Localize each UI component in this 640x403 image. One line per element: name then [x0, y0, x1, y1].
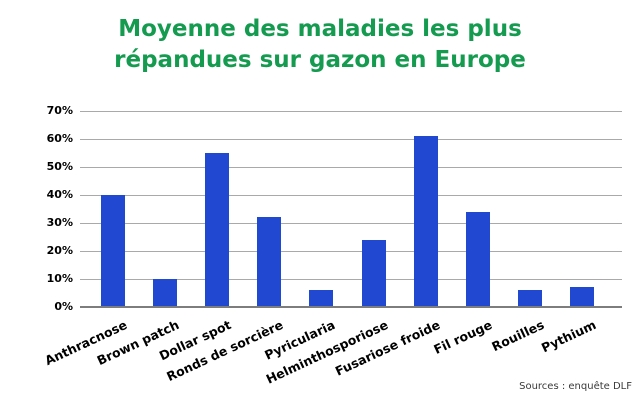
- bar: [205, 153, 230, 307]
- y-tick-label: 30%: [46, 215, 73, 229]
- bar: [101, 195, 126, 307]
- bar: [257, 217, 282, 307]
- x-axis-line: [80, 306, 622, 308]
- y-tick-label: 50%: [46, 159, 73, 173]
- chart-title-line-1: Moyenne des maladies les plus: [118, 16, 522, 42]
- bar: [309, 290, 334, 307]
- gridline: [80, 278, 622, 280]
- y-tick-label: 70%: [46, 103, 73, 117]
- y-tick-label: 40%: [46, 187, 73, 201]
- gridline: [80, 222, 622, 224]
- bar: [569, 287, 594, 307]
- chart-title: Moyenne des maladies les plus répandues …: [0, 14, 640, 76]
- gridline: [80, 138, 622, 140]
- gridline: [80, 250, 622, 252]
- y-tick-label: 20%: [46, 243, 73, 257]
- bar: [465, 211, 490, 307]
- bar: [413, 136, 438, 307]
- bar: [517, 290, 542, 307]
- gridline: [80, 166, 622, 168]
- y-tick-label: 10%: [46, 271, 73, 285]
- y-tick-label: 0%: [54, 299, 73, 313]
- y-tick-label: 60%: [46, 131, 73, 145]
- bar: [153, 279, 178, 307]
- gridline: [80, 110, 622, 112]
- gridline: [80, 194, 622, 196]
- chart-title-line-2: répandues sur gazon en Europe: [114, 47, 526, 73]
- bar: [361, 239, 386, 307]
- source-note: Sources : enquête DLF: [519, 381, 632, 392]
